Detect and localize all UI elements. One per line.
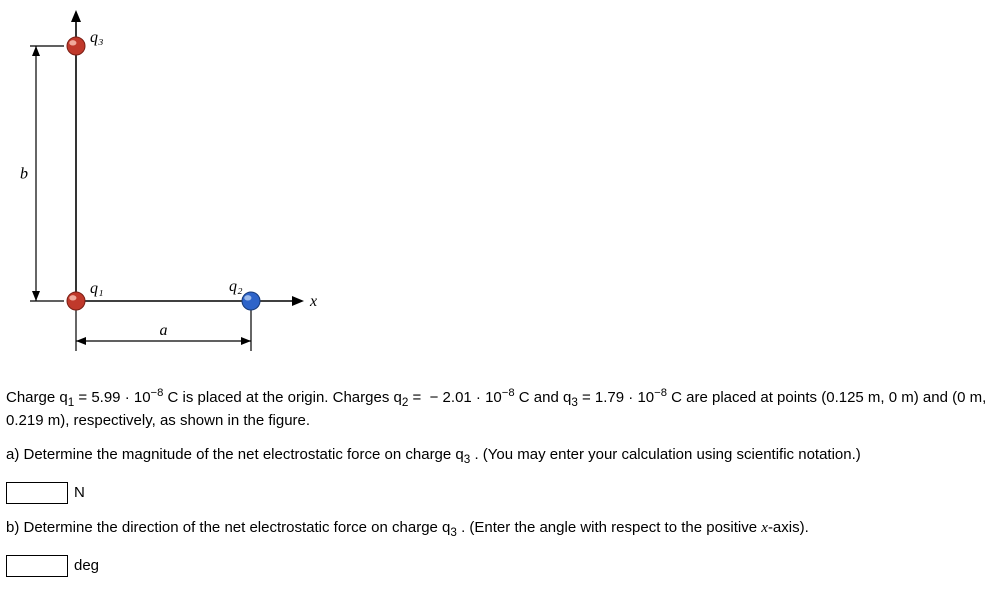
svg-text:q₂: q₂ (229, 278, 243, 295)
unit-b: deg (74, 557, 99, 574)
answer-input-b[interactable] (6, 555, 68, 577)
answer-row-b: deg (6, 555, 992, 577)
diagram-figure: x a b q₁ q₂ q₃ (6, 6, 992, 376)
figure-svg: x a b q₁ q₂ q₃ (6, 6, 326, 376)
exp-neg8-1: −8 (151, 387, 164, 399)
line1-e: C and q (519, 389, 572, 406)
svg-text:a: a (160, 322, 168, 339)
svg-text:q₃: q₃ (90, 29, 104, 46)
sub-2: 2 (402, 396, 409, 409)
problem-statement: Charge q1 = 5.99 · 10−8 C is placed at t… (6, 386, 992, 431)
part-a-prompt: a) Determine the magnitude of the net el… (6, 445, 992, 468)
part-b-text-b: . (Enter the angle with respect to the p… (457, 519, 761, 536)
exp-neg8-2: −8 (502, 387, 515, 399)
part-b-text-c: x (761, 520, 768, 536)
svg-text:b: b (20, 166, 28, 183)
line1-c: C is placed at the origin. Charges q (168, 389, 402, 406)
part-b-text-a: b) Determine the direction of the net el… (6, 519, 450, 536)
svg-text:q₁: q₁ (90, 280, 104, 297)
part-b-text-d: -axis). (768, 519, 809, 536)
sub-3: 3 (571, 396, 578, 409)
line1-b: = 5.99 · 10 (78, 389, 150, 406)
line1-f: = 1.79 · 10 (582, 389, 654, 406)
part-a-text-b: . (You may enter your calculation using … (470, 446, 860, 463)
line1-a: Charge q (6, 389, 68, 406)
answer-input-a[interactable] (6, 482, 68, 504)
sub-1: 1 (68, 396, 75, 409)
unit-a: N (74, 484, 85, 501)
answer-row-a: N (6, 482, 992, 504)
line1-d: = − 2.01 · 10 (413, 389, 502, 406)
part-b-prompt: b) Determine the direction of the net el… (6, 518, 992, 541)
part-a-text-a: a) Determine the magnitude of the net el… (6, 446, 464, 463)
svg-text:x: x (309, 293, 317, 310)
problem-body: Charge q1 = 5.99 · 10−8 C is placed at t… (6, 386, 992, 577)
exp-neg8-3: −8 (654, 387, 667, 399)
